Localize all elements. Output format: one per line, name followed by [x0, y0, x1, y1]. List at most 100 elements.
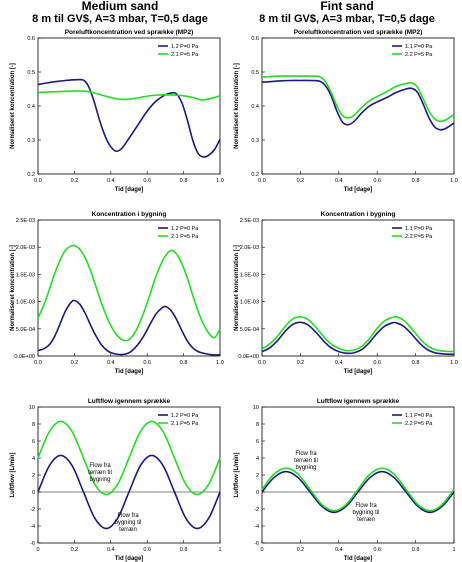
plot-area [261, 37, 455, 175]
x-tick-label: 0.2 [71, 547, 79, 553]
y-tick-label: -2 [254, 507, 259, 513]
y-tick-label: 10 [253, 405, 259, 411]
y-tick-label: 5.0E-04 [16, 327, 35, 333]
y-tick-label: 0.6 [251, 36, 259, 42]
x-tick-label: 0.8 [180, 178, 188, 184]
x-tick-label: 0.4 [107, 360, 115, 366]
y-tick-label: -2 [30, 507, 35, 513]
annotation: Flow fra terræn til bygning [294, 451, 318, 471]
legend-entry: 1.1 P=0 Pa [405, 226, 433, 232]
x-tick-label: 0.4 [335, 360, 343, 366]
y-tick-label: 1.0E-03 [240, 300, 259, 306]
column-title-left-main: Medium sand [81, 0, 159, 13]
y-tick-label: -4 [30, 524, 35, 530]
chart-title: Luftflow igennem sprække [317, 398, 400, 405]
chart-2: Poreluftkoncentration ved sprække (MP2) 0… [234, 29, 458, 193]
column-title-left: Medium sand 8 m til GV$, A=3 mbar, T=0,5… [20, 0, 220, 26]
chart-6: Luftflow igennem sprække -6 -4 -2 0 2 4 6 8 10 0 0.… [234, 398, 456, 562]
y-tick-label: 0.2 [27, 172, 35, 178]
legend-entry: 1.1 P=0 Pa [405, 413, 433, 419]
y-tick-label: 0 [32, 490, 35, 496]
series-line-1 [37, 78, 221, 158]
x-axis-label: Tid [dage] [115, 187, 144, 193]
y-tick-label: -6 [30, 541, 35, 547]
x-tick-label: 0.6 [373, 360, 381, 366]
annotation: Flow fra terræn til bygning [88, 463, 112, 483]
chart-title: Luftflow igennem sprække [88, 398, 171, 405]
plot-area [37, 37, 221, 175]
x-tick-label: 0.4 [107, 178, 115, 184]
legend-entry: 2.2 P=5 Pa [405, 421, 433, 427]
x-tick-label: 0.2 [297, 178, 305, 184]
y-tick-label: 2.0E-03 [16, 245, 35, 251]
column-title-right-main: Fint sand [320, 0, 374, 13]
x-tick-label: 1 [452, 547, 455, 553]
x-tick-label: 0.2 [297, 547, 305, 553]
legend-entry: 1.2 P=0 Pa [171, 226, 199, 232]
column-title-right: Fint sand 8 m til GV$, A=3 mbar, T=0,5 d… [242, 0, 452, 26]
legend-entry: 1.2 P=0 Pa [171, 413, 199, 419]
x-tick-label: 1.0 [450, 178, 458, 184]
legend-entry: 2.1 P=5 Pa [171, 234, 199, 240]
y-tick-label: 4 [256, 456, 259, 462]
x-tick-label: 0.0 [258, 178, 266, 184]
x-tick-label: 0 [36, 547, 39, 553]
legend-entry: 2.1 P=5 Pa [171, 52, 199, 58]
y-tick-label: 0.3 [27, 138, 35, 144]
legend-entry: 2.1 P=5 Pa [171, 421, 199, 427]
y-tick-label: -4 [254, 524, 259, 530]
y-axis-label: Normaliseret koncentration [-] [10, 245, 16, 331]
y-tick-label: 8 [256, 422, 259, 428]
y-axis-label: Normaliseret koncentration [-] [10, 63, 16, 149]
x-tick-label: 0 [260, 547, 263, 553]
y-tick-label: 0.0E+00 [14, 354, 35, 360]
plot-area [261, 219, 455, 357]
chart-title: Poreluftkoncentration ved sprække (MP2) [65, 29, 194, 36]
plot-area [37, 406, 221, 544]
y-axis-label: Luftflow [L/min] [234, 453, 240, 498]
y-tick-label: 0.6 [27, 36, 35, 42]
x-tick-label: 0.6 [373, 178, 381, 184]
y-tick-label: 0 [256, 490, 259, 496]
y-tick-label: 4 [32, 456, 35, 462]
series-line-1 [37, 454, 221, 530]
x-tick-label: 0.4 [335, 178, 343, 184]
annotation: Flow fra bygning til terræn [114, 513, 141, 533]
y-axis-label: Normaliseret koncentration [-] [234, 63, 240, 149]
annotation: Flow fra bygning til terræn [352, 503, 379, 523]
x-tick-label: 1.0 [216, 178, 224, 184]
y-tick-label: 2.0E-03 [240, 245, 259, 251]
legend-entry: 2.2 P=5 Pa [405, 52, 433, 58]
legend-entry: 1.1 P=0 Pa [405, 44, 433, 50]
x-tick-label: 0.2 [297, 360, 305, 366]
column-title-right-sub: 8 m til GV$, A=3 mbar, T=0,5 dage [259, 13, 435, 25]
series-line-2 [261, 315, 455, 353]
x-axis-label: Tid [dage] [344, 187, 373, 193]
y-tick-label: 2.5E-03 [240, 218, 259, 224]
x-tick-label: 0.6 [143, 360, 151, 366]
series-line-2 [261, 467, 455, 512]
y-tick-label: 1.5E-03 [240, 272, 259, 278]
x-tick-label: 0.8 [180, 360, 188, 366]
y-tick-label: -6 [254, 541, 259, 547]
x-axis-label: Tid [dage] [344, 556, 373, 562]
series-line-1 [261, 470, 455, 514]
column-title-left-sub: 8 m til GV$, A=3 mbar, T=0,5 dage [32, 13, 208, 25]
y-tick-label: 0.0E+00 [238, 354, 259, 360]
x-tick-label: 0.6 [143, 178, 151, 184]
x-tick-label: 0.2 [71, 360, 79, 366]
legend-entry: 2.2 P=5 Pa [405, 234, 433, 240]
series-line-2 [37, 420, 221, 496]
chart-title: Koncentration i bygning [321, 211, 396, 218]
x-tick-label: 0.8 [412, 547, 420, 553]
y-tick-label: 1.5E-03 [16, 272, 35, 278]
chart-5: Luftflow igennem sprække -6 -4 -2 0 2 4 6 8 10 0 0.… [10, 398, 222, 562]
y-tick-label: 0.4 [27, 104, 35, 110]
x-tick-label: 1.0 [216, 360, 224, 366]
y-tick-label: 10 [29, 405, 35, 411]
x-tick-label: 0.8 [412, 360, 420, 366]
x-axis-label: Tid [dage] [115, 556, 144, 562]
y-tick-label: 2.5E-03 [16, 218, 35, 224]
y-tick-label: 2 [256, 473, 259, 479]
chart-1: Poreluftkoncentration ved sprække (MP2) 0… [10, 29, 224, 193]
